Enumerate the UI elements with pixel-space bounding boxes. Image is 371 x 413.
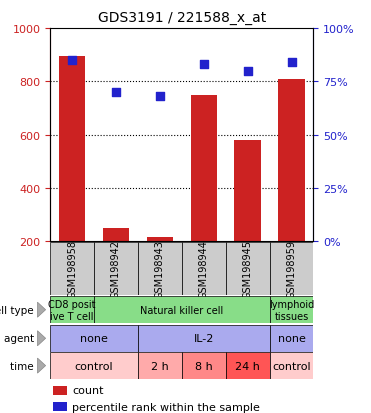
Text: agent: agent [4,333,37,344]
Polygon shape [37,358,46,373]
Point [201,62,207,69]
Text: control: control [75,361,113,371]
Bar [270,352,313,379]
Text: GSM198943: GSM198943 [155,240,165,298]
Bar [50,242,94,295]
Polygon shape [37,302,46,318]
Bar [94,297,270,323]
Bar [226,352,270,379]
Text: IL-2: IL-2 [194,333,214,344]
Text: count: count [72,385,104,395]
Point [245,68,251,75]
Bar [270,297,313,323]
Bar [182,352,226,379]
Text: lymphoid
tissues: lymphoid tissues [269,299,314,321]
Bar [59,57,85,242]
Bar [234,141,261,242]
Bar [191,96,217,242]
Text: Natural killer cell: Natural killer cell [140,305,223,315]
Point [289,59,295,66]
Bar [138,352,182,379]
Bar [53,402,67,411]
Text: GSM198942: GSM198942 [111,240,121,298]
Title: GDS3191 / 221588_x_at: GDS3191 / 221588_x_at [98,11,266,25]
Text: GSM198959: GSM198959 [286,240,296,298]
Text: 2 h: 2 h [151,361,169,371]
Bar [50,297,94,323]
Text: percentile rank within the sample: percentile rank within the sample [72,401,260,411]
Bar [138,325,270,352]
Bar [138,242,182,295]
Bar [147,237,173,242]
Bar [50,325,138,352]
Point [157,94,163,100]
Text: cell type: cell type [0,305,37,315]
Text: GSM198958: GSM198958 [67,240,77,298]
Bar [53,386,67,395]
Text: 8 h: 8 h [195,361,213,371]
Point [69,57,75,64]
Bar [278,79,305,242]
Text: CD8 posit
ive T cell: CD8 posit ive T cell [48,299,96,321]
Text: GSM198945: GSM198945 [243,240,253,298]
Bar [270,325,313,352]
Text: GSM198944: GSM198944 [199,240,209,298]
Text: control: control [272,361,311,371]
Text: time: time [10,361,37,371]
Bar [226,242,270,295]
Bar [182,242,226,295]
Text: 24 h: 24 h [235,361,260,371]
Bar [270,242,313,295]
Bar [50,352,138,379]
Text: none: none [80,333,108,344]
Bar [94,242,138,295]
Bar [103,229,129,242]
Text: none: none [278,333,305,344]
Point [113,89,119,96]
Polygon shape [37,331,46,346]
